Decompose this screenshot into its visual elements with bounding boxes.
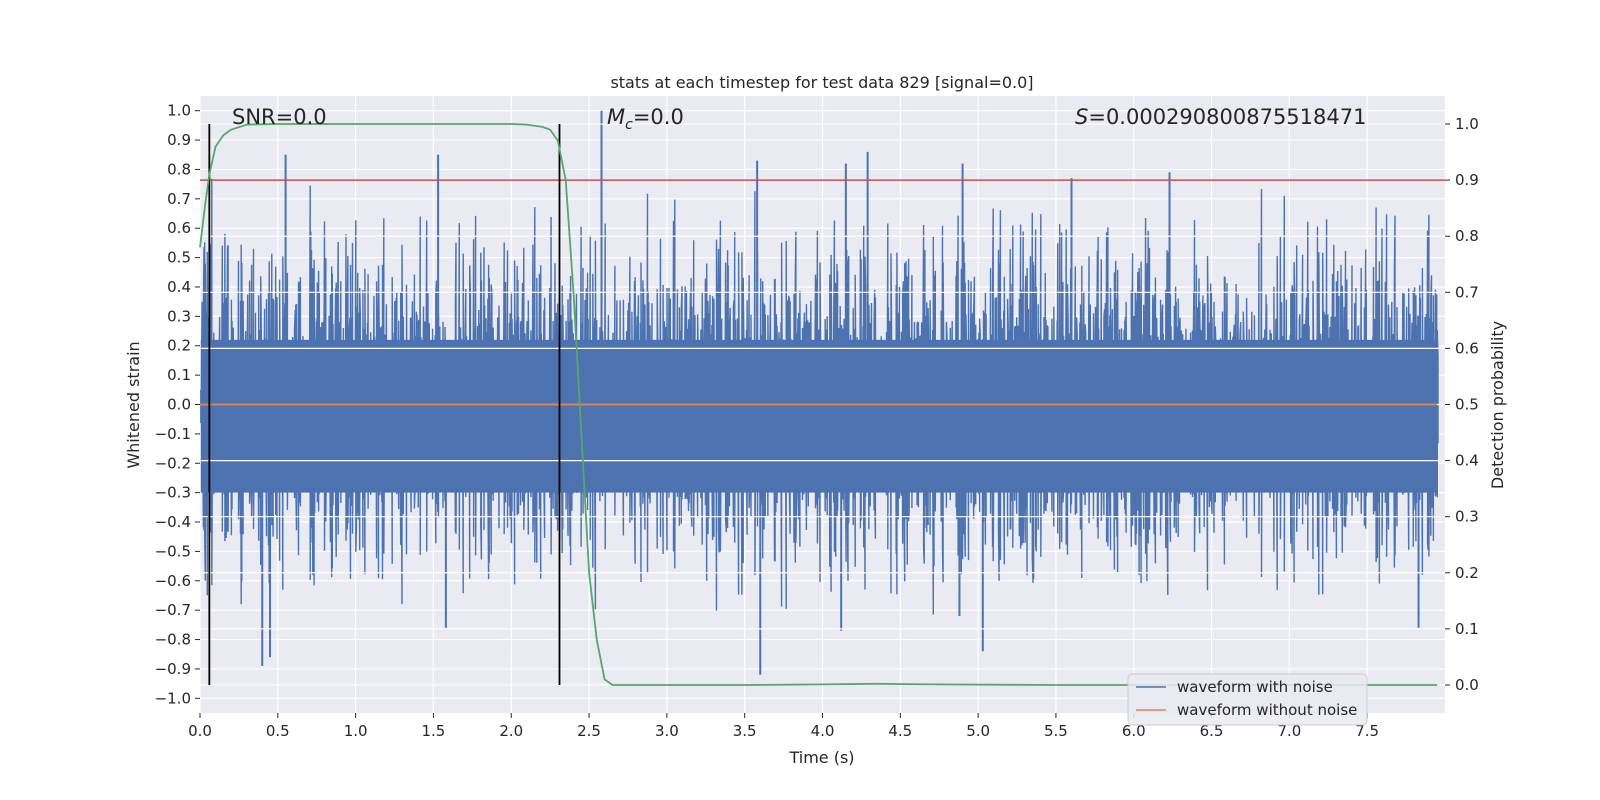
y2-tick-label: 0.1 <box>1455 620 1479 638</box>
y2-axis-label: Detection probability <box>1488 321 1507 489</box>
x-tick-label: 4.0 <box>811 722 835 740</box>
x-tick-label: 7.0 <box>1277 722 1301 740</box>
y2-tick-label: 1.0 <box>1455 115 1479 133</box>
y-tick-label: 0.9 <box>167 131 191 149</box>
y2-tick-label: 0.5 <box>1455 396 1479 414</box>
y-tick-label: −0.5 <box>155 542 191 560</box>
x-tick-label: 4.5 <box>888 722 912 740</box>
y-tick-label: 0.5 <box>167 249 191 267</box>
y-tick-label: 0.7 <box>167 190 191 208</box>
x-tick-label: 3.0 <box>655 722 679 740</box>
y2-tick-label: 0.2 <box>1455 564 1479 582</box>
legend: waveform with noise waveform without noi… <box>1127 673 1368 726</box>
y2-tick-label: 0.0 <box>1455 676 1479 694</box>
s-value: =0.000290800875518471 <box>1088 105 1366 129</box>
y-tick-label: −1.0 <box>155 689 191 707</box>
y-tick-label: −0.6 <box>155 572 191 590</box>
y-tick-label: 0.4 <box>167 278 191 296</box>
y2-tick-label: 0.7 <box>1455 283 1479 301</box>
axes: 0.0 0.5 1.0 1.5 2.0 2.5 3.0 3.5 4.0 4.5 5.0 5.5 6.0 6… <box>155 102 1479 740</box>
x-tick-label: 2.5 <box>577 722 601 740</box>
y-tick-label: 0.6 <box>167 219 191 237</box>
y-tick-label: −0.7 <box>155 601 191 619</box>
y-tick-label: −0.2 <box>155 454 191 472</box>
y2-tick-label: 0.3 <box>1455 508 1479 526</box>
y-tick-label: −0.3 <box>155 484 191 502</box>
s-annotation: S=0.000290800875518471 <box>1075 105 1366 129</box>
chart-title: stats at each timestep for test data 829… <box>610 73 1033 92</box>
y-tick-label: 0.3 <box>167 307 191 325</box>
chirp-mass-symbol: M <box>607 105 625 129</box>
y-tick-label: −0.1 <box>155 425 191 443</box>
x-tick-label: 6.0 <box>1122 722 1146 740</box>
x-tick-label: 0.5 <box>266 722 290 740</box>
y2-tick-label: 0.4 <box>1455 452 1479 470</box>
x-tick-label: 1.0 <box>344 722 368 740</box>
chirp-mass-annotation: Mc=0.0 <box>607 105 684 133</box>
x-tick-label: 6.5 <box>1200 722 1224 740</box>
x-tick-label: 5.5 <box>1044 722 1068 740</box>
y-tick-label: 0.1 <box>167 366 191 384</box>
y-tick-label: −0.4 <box>155 513 191 531</box>
legend-label-noise: waveform with noise <box>1177 678 1333 696</box>
y-tick-label: 0.2 <box>167 337 191 355</box>
y-axis-label: Whitened strain <box>124 341 143 468</box>
legend-box <box>1127 673 1368 726</box>
noise-core <box>200 339 1438 493</box>
x-tick-label: 0.0 <box>188 722 212 740</box>
x-tick-label: 3.5 <box>733 722 757 740</box>
y-tick-label: −0.8 <box>155 631 191 649</box>
x-axis-label: Time (s) <box>788 748 854 767</box>
y2-tick-label: 0.6 <box>1455 339 1479 357</box>
series-waveform-with-noise <box>200 110 1439 675</box>
x-tick-label: 1.5 <box>422 722 446 740</box>
y-tick-label: 0.8 <box>167 160 191 178</box>
series-detection-probability <box>199 123 1438 686</box>
y-tick-label: 1.0 <box>167 102 191 120</box>
y2-tick-label: 0.9 <box>1455 171 1479 189</box>
legend-label-clean: waveform without noise <box>1177 701 1357 719</box>
x-tick-label: 5.0 <box>966 722 990 740</box>
snr-annotation: SNR=0.0 <box>232 105 327 129</box>
x-tick-label: 2.0 <box>499 722 523 740</box>
y-tick-label: −0.9 <box>155 660 191 678</box>
y2-tick-label: 0.8 <box>1455 227 1479 245</box>
y-tick-label: 0.0 <box>167 396 191 414</box>
s-symbol: S <box>1075 105 1088 129</box>
series-lines <box>199 123 1445 686</box>
chirp-mass-value: =0.0 <box>633 105 684 129</box>
chirp-mass-subscript: c <box>625 117 633 133</box>
x-tick-label: 7.5 <box>1355 722 1379 740</box>
